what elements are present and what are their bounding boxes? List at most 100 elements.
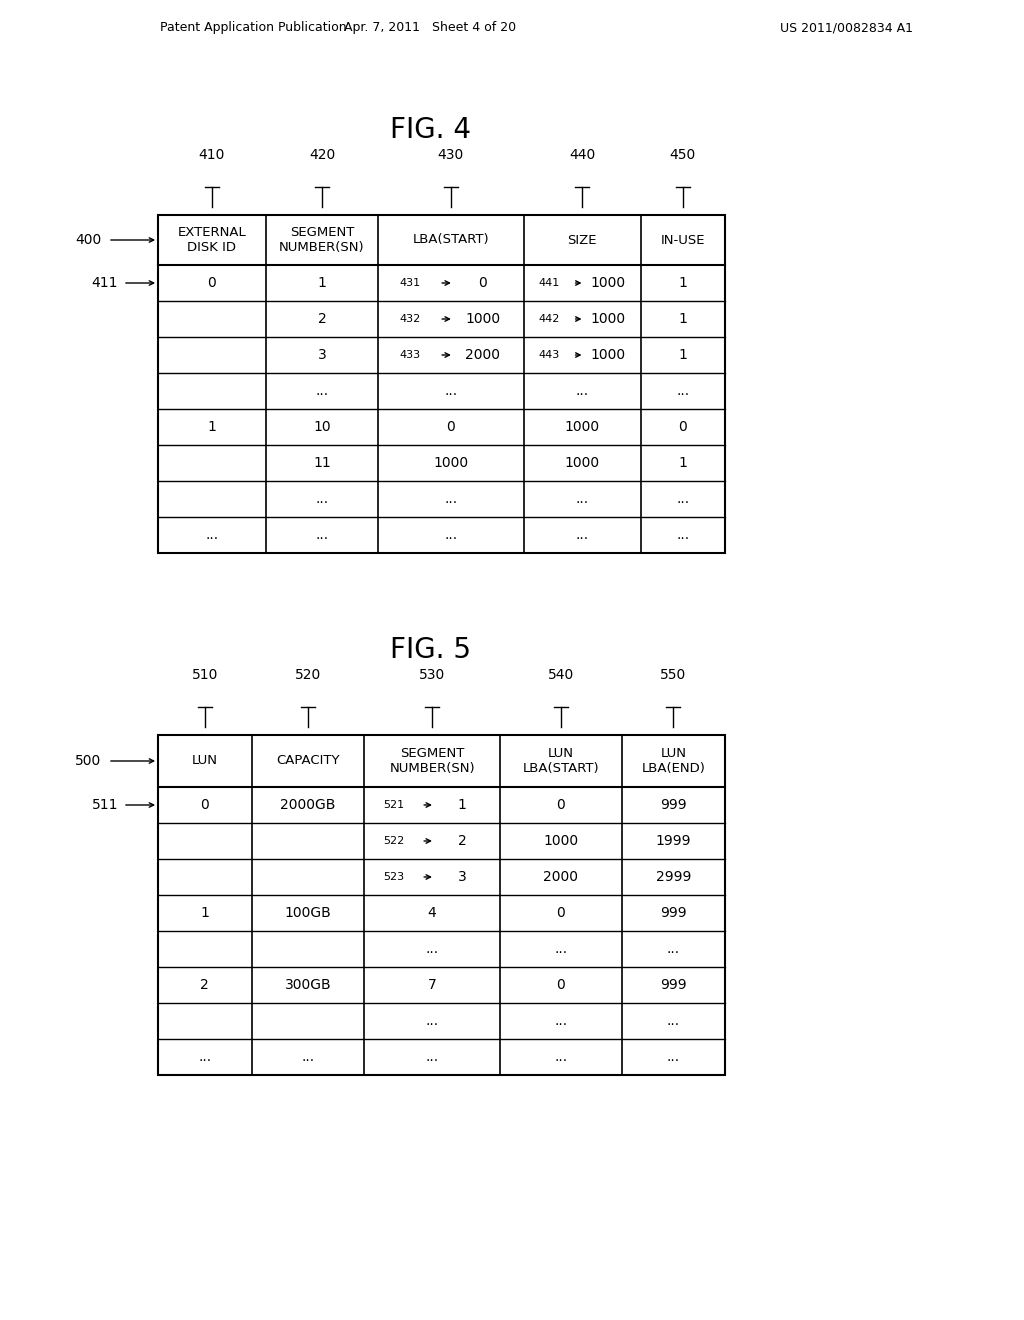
Text: 0: 0 — [208, 276, 216, 290]
Text: 2: 2 — [317, 312, 327, 326]
Text: 3: 3 — [458, 870, 466, 884]
Text: 1: 1 — [208, 420, 216, 434]
Text: 432: 432 — [399, 314, 421, 323]
Text: 11: 11 — [313, 455, 331, 470]
Text: 2000: 2000 — [544, 870, 579, 884]
Text: 431: 431 — [399, 279, 421, 288]
Text: 411: 411 — [92, 276, 118, 290]
Text: 10: 10 — [313, 420, 331, 434]
Text: 1000: 1000 — [544, 834, 579, 847]
Text: 0: 0 — [557, 978, 565, 993]
Text: ...: ... — [444, 384, 458, 399]
Text: 999: 999 — [660, 978, 687, 993]
Text: 1: 1 — [317, 276, 327, 290]
Text: ...: ... — [667, 942, 680, 956]
Text: ...: ... — [206, 528, 218, 543]
Text: 522: 522 — [383, 836, 404, 846]
Text: ...: ... — [554, 942, 567, 956]
Text: 500: 500 — [75, 754, 101, 768]
Text: 433: 433 — [399, 350, 421, 360]
Text: 7: 7 — [428, 978, 436, 993]
Text: Patent Application Publication: Patent Application Publication — [160, 21, 347, 34]
Text: SIZE: SIZE — [567, 234, 597, 247]
Text: 400: 400 — [75, 234, 101, 247]
Text: 1000: 1000 — [564, 420, 600, 434]
Text: 442: 442 — [539, 314, 560, 323]
Text: 1: 1 — [678, 312, 687, 326]
Text: 510: 510 — [191, 668, 218, 682]
Text: CAPACITY: CAPACITY — [276, 755, 340, 767]
Text: 0: 0 — [478, 276, 487, 290]
Text: ...: ... — [426, 1014, 438, 1028]
Text: 1: 1 — [201, 906, 209, 920]
Text: 420: 420 — [309, 148, 335, 162]
Text: 1: 1 — [458, 799, 467, 812]
Text: ...: ... — [667, 1049, 680, 1064]
Text: 441: 441 — [539, 279, 560, 288]
Text: 2: 2 — [458, 834, 466, 847]
Text: ...: ... — [554, 1049, 567, 1064]
Text: ...: ... — [575, 528, 589, 543]
Text: ...: ... — [676, 492, 689, 506]
Text: FIG. 4: FIG. 4 — [389, 116, 470, 144]
Text: 450: 450 — [670, 148, 696, 162]
Text: ...: ... — [199, 1049, 211, 1064]
Text: LUN
LBA(END): LUN LBA(END) — [641, 747, 706, 775]
Text: 2999: 2999 — [655, 870, 691, 884]
Text: ...: ... — [444, 528, 458, 543]
Text: 1000: 1000 — [433, 455, 468, 470]
Text: Apr. 7, 2011   Sheet 4 of 20: Apr. 7, 2011 Sheet 4 of 20 — [344, 21, 516, 34]
Text: 1999: 1999 — [655, 834, 691, 847]
Text: SEGMENT
NUMBER(SN): SEGMENT NUMBER(SN) — [280, 226, 365, 253]
Text: 1: 1 — [678, 276, 687, 290]
Text: EXTERNAL
DISK ID: EXTERNAL DISK ID — [177, 226, 246, 253]
Text: LBA(START): LBA(START) — [413, 234, 489, 247]
Text: ...: ... — [575, 384, 589, 399]
Text: 2: 2 — [201, 978, 209, 993]
Text: 1000: 1000 — [590, 276, 626, 290]
Bar — [158, 215, 725, 553]
Text: 100GB: 100GB — [285, 906, 332, 920]
Text: IN-USE: IN-USE — [660, 234, 706, 247]
Text: 2000GB: 2000GB — [281, 799, 336, 812]
Text: ...: ... — [676, 528, 689, 543]
Text: 300GB: 300GB — [285, 978, 331, 993]
Text: FIG. 5: FIG. 5 — [389, 636, 470, 664]
Bar — [158, 735, 725, 1074]
Text: 521: 521 — [384, 800, 404, 810]
Text: ...: ... — [667, 1014, 680, 1028]
Text: SEGMENT
NUMBER(SN): SEGMENT NUMBER(SN) — [389, 747, 475, 775]
Text: 0: 0 — [557, 906, 565, 920]
Text: 1000: 1000 — [590, 312, 626, 326]
Text: 1000: 1000 — [465, 312, 501, 326]
Text: ...: ... — [676, 384, 689, 399]
Text: 1000: 1000 — [590, 348, 626, 362]
Text: 511: 511 — [92, 799, 118, 812]
Text: 999: 999 — [660, 906, 687, 920]
Text: 999: 999 — [660, 799, 687, 812]
Text: 0: 0 — [679, 420, 687, 434]
Text: LUN: LUN — [191, 755, 218, 767]
Text: 540: 540 — [548, 668, 574, 682]
Text: ...: ... — [575, 492, 589, 506]
Text: 2000: 2000 — [465, 348, 501, 362]
Text: 0: 0 — [446, 420, 456, 434]
Text: 3: 3 — [317, 348, 327, 362]
Text: ...: ... — [315, 492, 329, 506]
Text: ...: ... — [426, 942, 438, 956]
Text: ...: ... — [444, 492, 458, 506]
Text: 1: 1 — [678, 455, 687, 470]
Text: 1000: 1000 — [564, 455, 600, 470]
Text: US 2011/0082834 A1: US 2011/0082834 A1 — [780, 21, 913, 34]
Text: 443: 443 — [539, 350, 560, 360]
Text: ...: ... — [554, 1014, 567, 1028]
Text: 440: 440 — [569, 148, 595, 162]
Text: 550: 550 — [660, 668, 686, 682]
Text: ...: ... — [426, 1049, 438, 1064]
Text: ...: ... — [315, 384, 329, 399]
Text: 523: 523 — [384, 873, 404, 882]
Text: 520: 520 — [295, 668, 322, 682]
Text: 0: 0 — [557, 799, 565, 812]
Text: 4: 4 — [428, 906, 436, 920]
Text: 530: 530 — [419, 668, 445, 682]
